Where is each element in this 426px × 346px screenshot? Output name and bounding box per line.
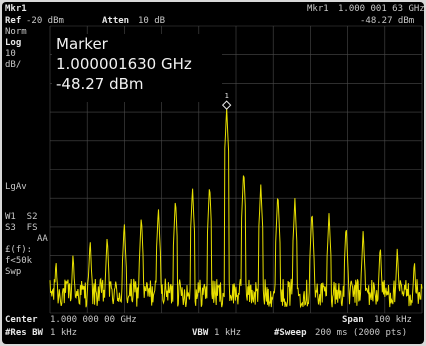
center-value: 1.000 000 00 GHz — [50, 315, 137, 325]
marker-diamond-icon — [221, 100, 232, 110]
sweep-value: 200 ms (2000 pts) — [315, 328, 408, 338]
marker-number: 1 — [225, 92, 229, 100]
marker-readout: Marker 1.000001630 GHz -48.27 dBm — [52, 34, 222, 102]
marker-frequency: 1.000001630 GHz — [56, 55, 192, 73]
log-label: Log — [5, 38, 22, 48]
ref-value: -20 dBm — [26, 16, 64, 26]
aa-label: AA — [37, 234, 48, 244]
sweep-label: #Sweep — [274, 328, 307, 338]
scale-unit: dB/ — [5, 60, 22, 70]
ref-label: Ref — [5, 16, 22, 26]
marker-1: 1 — [221, 92, 232, 110]
mkr-label: Mkr1 — [5, 4, 27, 14]
s3fs-label: S3 FS — [5, 223, 38, 233]
atten-label: Atten — [102, 16, 130, 26]
atten-value: 10 dB — [138, 16, 166, 26]
scale-value: 10 — [5, 49, 16, 59]
marker-title: Marker — [56, 35, 108, 53]
swp-label: Swp — [5, 267, 22, 277]
vbw-label: VBW — [192, 328, 209, 338]
lgav-label: LgAv — [5, 182, 27, 192]
ef-label: £(f): — [5, 245, 33, 255]
mkr-label-text: Mkr1 — [307, 4, 329, 14]
analyzer-screen: Mkr1 Mkr1 1.000 001 63 GHz Ref -20 dBm A… — [2, 2, 424, 344]
center-label: Center — [5, 315, 38, 325]
span-value: 100 kHz — [374, 315, 412, 325]
mkr-amplitude: -48.27 dBm — [360, 16, 415, 26]
vbw-value: 1 kHz — [214, 328, 242, 338]
mkr-frequency: 1.000 001 63 GHz — [338, 4, 424, 14]
w1s2-label: W1 S2 — [5, 212, 38, 222]
span-label: Span — [342, 315, 364, 325]
marker-amplitude: -48.27 dBm — [56, 75, 144, 93]
norm-label: Norm — [5, 27, 27, 37]
resbw-value: 1 kHz — [50, 328, 78, 338]
filter-label: f<50k — [5, 256, 33, 266]
spectrum-trace — [49, 108, 423, 309]
resbw-label: #Res BW — [5, 328, 43, 338]
